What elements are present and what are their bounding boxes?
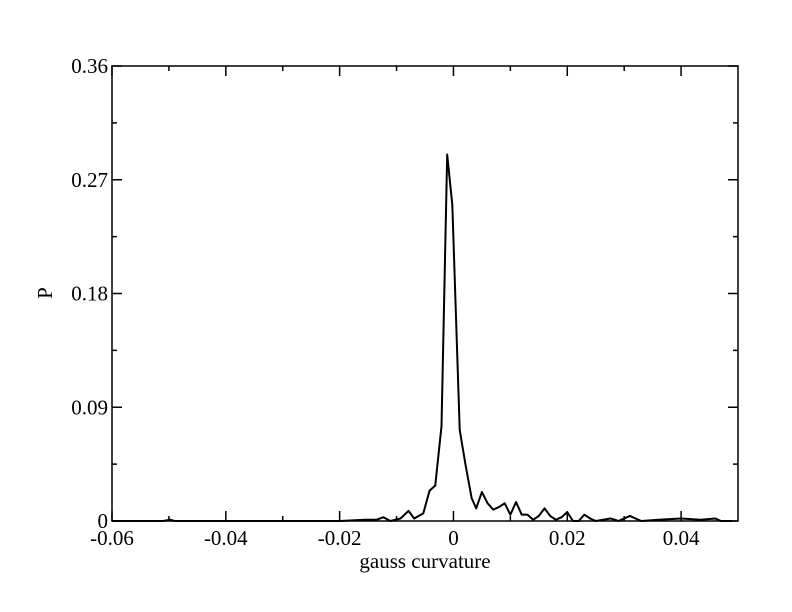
y-tick-label: 0.36 (71, 54, 108, 78)
x-tick-label: -0.02 (318, 526, 362, 550)
y-tick-label: 0.27 (71, 168, 108, 192)
x-tick-label: 0.02 (549, 526, 586, 550)
x-tick-label: 0 (448, 526, 459, 550)
y-axis-label: P (33, 287, 57, 299)
y-tick-label: 0.09 (71, 395, 108, 419)
y-tick-label: 0.18 (71, 282, 108, 306)
x-tick-label: -0.06 (90, 526, 134, 550)
y-tick-label: 0 (98, 509, 109, 533)
plot-frame (111, 65, 739, 522)
x-axis-label: gauss curvature (359, 549, 490, 573)
x-tick-label: -0.04 (204, 526, 248, 550)
data-line (112, 153, 733, 522)
x-tick-label: 0.04 (663, 526, 700, 550)
